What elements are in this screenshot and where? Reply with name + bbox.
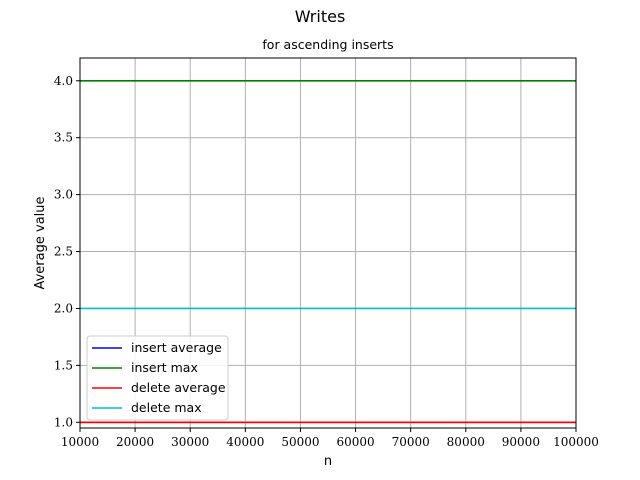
y-axis-label: Average value (33, 196, 48, 289)
chart-subtitle: for ascending inserts (262, 37, 393, 52)
x-ticks: 10000 20000 30000 40000 50000 60000 70000 80000… (61, 428, 599, 449)
y-tick-label: 2.0 (54, 301, 73, 315)
x-tick-label: 30000 (171, 435, 209, 449)
x-tick-label: 70000 (392, 435, 430, 449)
legend-label-insert-average: insert average (131, 340, 222, 355)
x-tick-label: 20000 (116, 435, 154, 449)
x-tick-label: 50000 (281, 435, 319, 449)
x-tick-label: 10000 (61, 435, 99, 449)
y-tick-label: 1.5 (54, 358, 73, 372)
y-tick-label: 3.5 (54, 131, 73, 145)
y-tick-label: 1.0 (54, 415, 73, 429)
legend-label-delete-average: delete average (131, 380, 226, 395)
chart-title: Writes (295, 7, 346, 26)
y-ticks: 1.0 1.5 2.0 2.5 3.0 3.5 4.0 (54, 74, 80, 429)
x-tick-label: 80000 (447, 435, 485, 449)
x-tick-label: 60000 (336, 435, 374, 449)
x-tick-label: 40000 (226, 435, 264, 449)
y-tick-label: 4.0 (54, 74, 73, 88)
legend-label-insert-max: insert max (131, 360, 198, 375)
series-lines (80, 79, 576, 424)
x-tick-label: 90000 (502, 435, 540, 449)
legend-label-delete-max: delete max (131, 400, 202, 415)
legend: insert average insert max delete average de… (86, 335, 229, 421)
legend-box (86, 335, 229, 421)
y-tick-label: 2.5 (54, 245, 73, 259)
y-tick-label: 3.0 (54, 188, 73, 202)
x-axis-label: n (324, 454, 332, 469)
plot-frame (79, 57, 577, 429)
x-tick-label: 100000 (553, 435, 599, 449)
